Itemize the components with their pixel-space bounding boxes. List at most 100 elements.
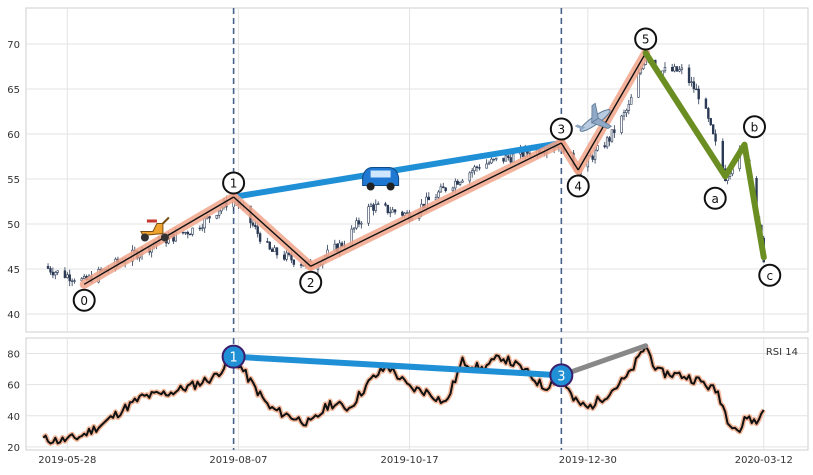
candle-body	[186, 231, 190, 235]
candle-body	[355, 220, 358, 229]
candle-body	[215, 214, 218, 219]
candle-body	[663, 67, 667, 72]
candle-body	[266, 241, 269, 243]
candle-body	[191, 227, 194, 235]
candle-body	[707, 108, 710, 119]
candle-body	[369, 204, 373, 207]
candle-body	[181, 231, 185, 234]
candle-body	[495, 157, 498, 160]
candle-body	[273, 247, 276, 252]
candle-body	[391, 209, 394, 213]
candle-body	[473, 166, 476, 172]
x-tick-label: 2019-05-28	[38, 455, 96, 466]
candle-body	[627, 103, 631, 111]
candle-body	[275, 247, 279, 256]
wave-label-c: c	[766, 269, 773, 283]
wave-label-3: 3	[558, 123, 566, 137]
wave-label-b: b	[751, 120, 759, 134]
candle-body	[458, 181, 462, 185]
candle-body	[51, 271, 55, 276]
impulse-wave-line	[560, 142, 579, 171]
impulse-wave-line	[233, 196, 312, 267]
rsi-divergence-marker	[549, 363, 574, 388]
rsi-legend-label: RSI 14	[766, 347, 798, 358]
wave-label-circle	[634, 27, 658, 51]
candle-body	[468, 172, 471, 182]
candle-body	[268, 241, 271, 250]
candle-body	[258, 233, 262, 242]
candle-body	[376, 203, 380, 205]
candle-body	[478, 167, 481, 169]
candle-body	[287, 252, 291, 255]
price-y-tick-label: 50	[7, 220, 20, 231]
scooter-seat	[146, 219, 157, 223]
candle-body	[485, 163, 488, 169]
price-y-tick-label: 55	[7, 175, 20, 186]
candle-body	[492, 158, 496, 161]
candle-body	[502, 157, 505, 162]
rsi-marker-label-1: 1	[229, 351, 237, 366]
candle-body	[46, 265, 50, 269]
candle-body	[386, 204, 390, 214]
candle-body	[405, 212, 409, 214]
price-y-tick-label: 40	[7, 310, 20, 321]
candle-body	[389, 211, 392, 214]
candle-body	[711, 124, 715, 135]
correction-wave-line	[741, 141, 767, 261]
wave-label-1: 1	[230, 177, 238, 191]
candle-body	[393, 209, 397, 213]
airplane-icon	[574, 102, 613, 132]
candle-body	[451, 187, 455, 192]
candle-body	[444, 187, 447, 192]
candle-body	[208, 216, 211, 219]
candle-body	[678, 69, 681, 72]
candle-body	[622, 112, 626, 117]
candle-body	[625, 109, 628, 113]
candle-body	[487, 162, 491, 165]
candle-body	[620, 115, 623, 133]
candle-body	[673, 66, 676, 72]
rsi-y-tick-label: 40	[7, 412, 20, 423]
price-y-tick-label: 45	[7, 265, 20, 276]
rsi-extension-line	[558, 343, 649, 378]
wave-label-2: 2	[307, 276, 315, 290]
candle-body	[608, 137, 611, 142]
candle-body	[427, 196, 431, 201]
rsi-y-tick-label: 80	[7, 350, 20, 361]
wave-label-a: a	[712, 192, 719, 206]
candle-body	[82, 276, 86, 279]
candle-body	[714, 133, 717, 142]
candle-body	[352, 227, 356, 230]
candle-body	[367, 206, 370, 224]
x-tick-label: 2020-03-12	[735, 455, 793, 466]
candle-body	[697, 88, 700, 100]
candle-body	[372, 204, 375, 211]
wave-label-circle	[703, 186, 727, 210]
candle-body	[670, 67, 674, 72]
candle-body	[511, 153, 515, 163]
car-wheel	[386, 182, 395, 191]
x-tick-label: 2019-12-30	[559, 455, 617, 466]
candle-body	[251, 222, 255, 226]
candle-body	[490, 158, 493, 164]
candle-body	[299, 264, 303, 266]
candle-body	[454, 180, 457, 189]
candle-body	[475, 166, 479, 168]
wave-label-5: 5	[642, 33, 650, 47]
candle-body	[461, 180, 464, 183]
impulse-wave-line	[310, 142, 562, 267]
candle-body	[439, 186, 443, 193]
candle-body	[504, 155, 508, 162]
x-tick-label: 2019-08-07	[209, 455, 267, 466]
candle-body	[692, 81, 696, 90]
price-y-tick-label: 60	[7, 130, 20, 141]
wave-label-circle	[299, 270, 323, 294]
rsi-y-tick-label: 60	[7, 381, 20, 392]
candle-body	[256, 226, 259, 234]
car-icon	[362, 167, 400, 191]
candle-body	[66, 274, 69, 278]
price-y-tick-label: 70	[7, 40, 20, 51]
candle-body	[198, 227, 202, 230]
car-wheel	[366, 182, 375, 191]
